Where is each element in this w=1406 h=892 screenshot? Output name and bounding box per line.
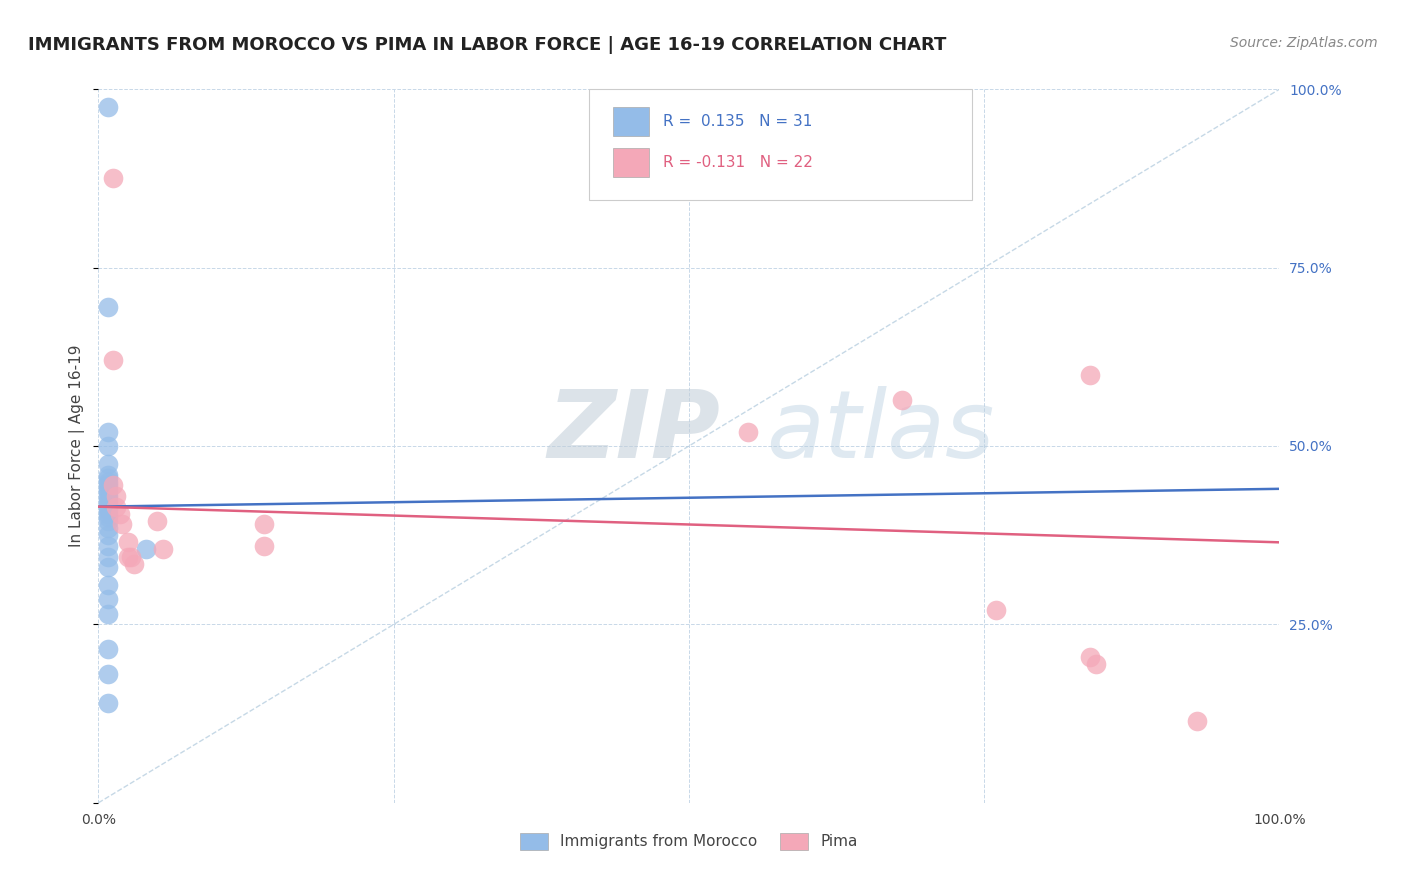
- Point: [97, 475, 120, 489]
- Point: [135, 542, 157, 557]
- Point: [105, 489, 128, 503]
- Text: atlas: atlas: [766, 386, 994, 477]
- Point: [97, 514, 120, 528]
- Point: [97, 489, 120, 503]
- Point: [101, 171, 124, 186]
- Point: [97, 642, 120, 657]
- Y-axis label: In Labor Force | Age 16-19: In Labor Force | Age 16-19: [69, 344, 86, 548]
- Point: [97, 492, 120, 507]
- Point: [111, 517, 134, 532]
- Point: [97, 467, 120, 482]
- Point: [97, 560, 120, 574]
- Point: [117, 535, 139, 549]
- Legend: Immigrants from Morocco, Pima: Immigrants from Morocco, Pima: [512, 823, 866, 859]
- Point: [117, 549, 139, 564]
- Point: [1080, 368, 1102, 382]
- Point: [108, 507, 131, 521]
- Point: [97, 507, 120, 521]
- Point: [121, 549, 143, 564]
- Point: [890, 392, 912, 407]
- Point: [97, 471, 120, 485]
- Point: [97, 485, 120, 500]
- FancyBboxPatch shape: [589, 89, 973, 200]
- Point: [101, 353, 124, 368]
- Point: [737, 425, 759, 439]
- Point: [97, 500, 120, 514]
- Point: [97, 592, 120, 607]
- Point: [97, 300, 120, 314]
- Text: ZIP: ZIP: [547, 385, 720, 478]
- Text: R = -0.131   N = 22: R = -0.131 N = 22: [664, 155, 813, 170]
- Point: [97, 482, 120, 496]
- FancyBboxPatch shape: [613, 107, 648, 136]
- Point: [146, 514, 169, 528]
- Point: [97, 100, 120, 114]
- Point: [97, 607, 120, 621]
- Point: [97, 549, 120, 564]
- Point: [97, 578, 120, 592]
- Point: [97, 696, 120, 710]
- Point: [1085, 657, 1108, 671]
- Point: [97, 521, 120, 535]
- Point: [97, 528, 120, 542]
- FancyBboxPatch shape: [613, 148, 648, 177]
- Point: [253, 517, 276, 532]
- Text: R =  0.135   N = 31: R = 0.135 N = 31: [664, 114, 813, 128]
- Text: IMMIGRANTS FROM MOROCCO VS PIMA IN LABOR FORCE | AGE 16-19 CORRELATION CHART: IMMIGRANTS FROM MOROCCO VS PIMA IN LABOR…: [28, 36, 946, 54]
- Point: [984, 603, 1007, 617]
- Point: [97, 478, 120, 492]
- Point: [97, 496, 120, 510]
- Point: [152, 542, 174, 557]
- Point: [122, 557, 145, 571]
- Point: [101, 478, 124, 492]
- Point: [97, 425, 120, 439]
- Point: [105, 500, 128, 514]
- Point: [97, 439, 120, 453]
- Point: [97, 667, 120, 681]
- Point: [1080, 649, 1102, 664]
- Point: [253, 539, 276, 553]
- Point: [97, 539, 120, 553]
- Point: [1185, 714, 1208, 728]
- Point: [97, 503, 120, 517]
- Point: [97, 510, 120, 524]
- Text: Source: ZipAtlas.com: Source: ZipAtlas.com: [1230, 36, 1378, 50]
- Point: [97, 457, 120, 471]
